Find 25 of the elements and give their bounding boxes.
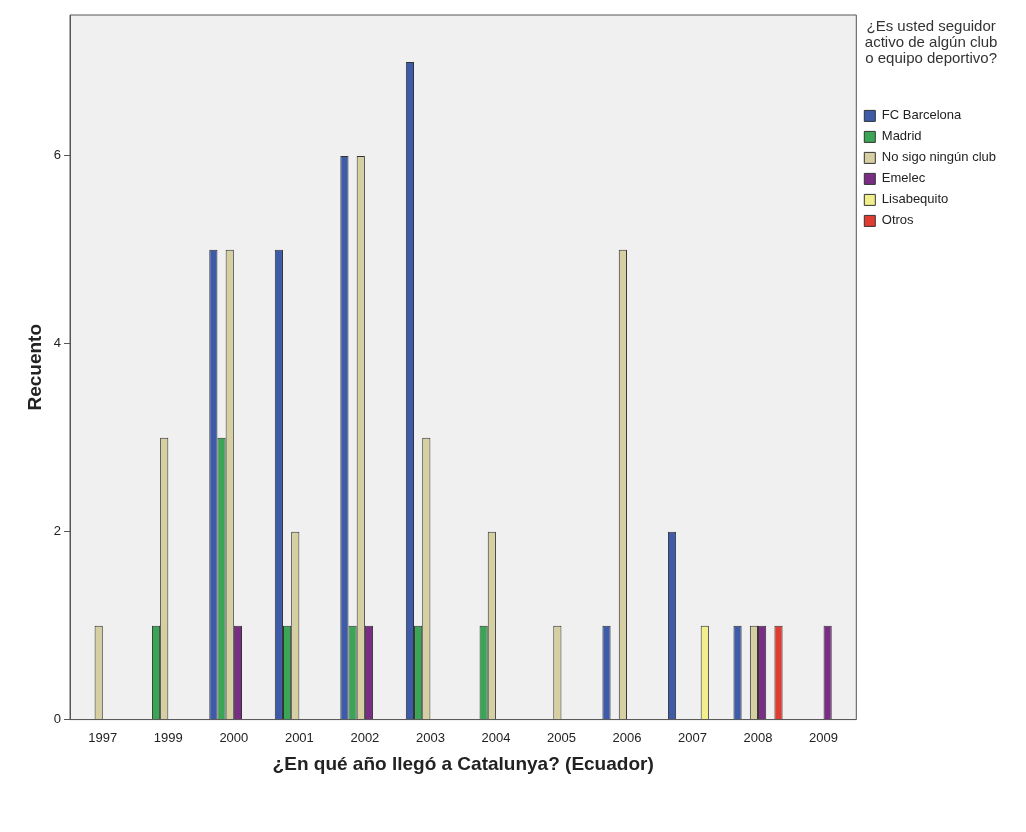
legend-label: Madrid xyxy=(881,128,922,144)
x-tick-label: 2007 xyxy=(678,729,707,745)
x-tick-label: 2000 xyxy=(219,729,249,745)
x-tick-label: 2003 xyxy=(415,729,445,745)
x-tick-label: 2002 xyxy=(350,729,380,745)
legend-label: Lisabequito xyxy=(881,191,949,207)
x-tick-label: 2009 xyxy=(809,729,839,745)
x-tick-label: 1999 xyxy=(153,729,183,745)
x-tick-label: 1997 xyxy=(88,729,118,745)
x-tick-label: 2001 xyxy=(284,729,314,745)
y-tick-label: 2 xyxy=(53,523,62,539)
x-tick-label: 2006 xyxy=(612,729,642,745)
y-tick-label: 0 xyxy=(53,711,62,727)
x-axis-title: ¿En qué año llegó a Catalunya? (Ecuador) xyxy=(272,752,654,774)
y-tick-label: 6 xyxy=(53,147,62,163)
legend-label: Emelec xyxy=(881,170,926,186)
legend-title: ¿Es usted seguidor activo de algún club o equipo deportivo? xyxy=(864,16,998,66)
x-tick-label: 2008 xyxy=(743,729,773,745)
y-axis-title: Recuento xyxy=(23,324,45,411)
legend-label: No sigo ningún club xyxy=(881,149,997,165)
legend-label: FC Barcelona xyxy=(881,107,963,123)
x-tick-label: 2004 xyxy=(481,729,511,745)
y-tick-label: 4 xyxy=(53,335,62,351)
x-tick-label: 2005 xyxy=(547,729,576,745)
legend-label: Otros xyxy=(881,212,915,228)
